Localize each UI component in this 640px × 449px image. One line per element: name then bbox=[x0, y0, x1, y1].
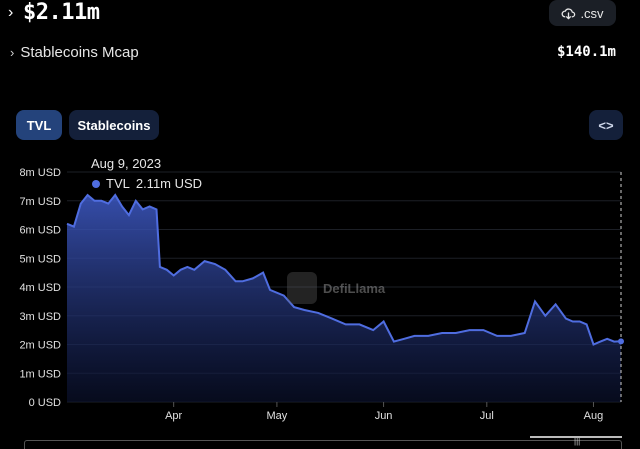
y-tick-label: 4m USD bbox=[19, 282, 61, 294]
tab-stablecoins[interactable]: Stablecoins bbox=[69, 110, 159, 140]
brush-grip-icon[interactable]: ||| bbox=[574, 437, 581, 446]
y-tick-label: 0 USD bbox=[29, 397, 61, 409]
tvl-chart[interactable]: 8m USD 7m USD 6m USD 5m USD 4m USD 3m USD 2m U… bbox=[0, 150, 640, 449]
x-tick-label: Aug bbox=[584, 410, 604, 422]
download-icon bbox=[561, 7, 576, 19]
y-tick-label: 1m USD bbox=[19, 368, 61, 380]
x-tick-label: Jun bbox=[375, 410, 393, 422]
tooltip-series-dot bbox=[92, 179, 100, 188]
tvl-chart-svg: 8m USD 7m USD 6m USD 5m USD 4m USD 3m USD 2m U… bbox=[19, 167, 624, 422]
x-tick-label: May bbox=[267, 410, 288, 422]
y-tick-label: 3m USD bbox=[19, 311, 61, 323]
chart-range-brush[interactable] bbox=[24, 440, 622, 449]
y-tick-label: 2m USD bbox=[19, 340, 61, 352]
collapse-chevron-icon[interactable]: › bbox=[8, 4, 14, 21]
y-tick-label: 6m USD bbox=[19, 225, 61, 237]
y-tick-label: 5m USD bbox=[19, 253, 61, 265]
stablecoins-mcap-value: $140.1m bbox=[556, 44, 616, 60]
x-tick-label: Jul bbox=[480, 410, 494, 422]
hover-point bbox=[618, 338, 624, 345]
download-csv-button[interactable]: .csv bbox=[549, 0, 616, 26]
tvl-total-value: $2.11m bbox=[23, 0, 100, 25]
y-tick-label: 7m USD bbox=[19, 196, 61, 208]
tvl-area bbox=[67, 195, 621, 402]
stablecoins-mcap-row[interactable]: › Stablecoins Mcap bbox=[10, 44, 139, 61]
code-icon: <> bbox=[598, 117, 614, 133]
csv-label: .csv bbox=[580, 5, 604, 21]
tab-tvl[interactable]: TVL bbox=[16, 110, 62, 140]
tooltip-series-row: TVL 2.11m USD bbox=[92, 176, 202, 191]
defillama-watermark: DefiLlama bbox=[287, 272, 385, 304]
embed-code-button[interactable]: <> bbox=[589, 110, 623, 140]
watermark-text: DefiLlama bbox=[323, 280, 386, 296]
x-tick-label: Apr bbox=[165, 410, 182, 422]
tooltip-date: Aug 9, 2023 bbox=[91, 156, 162, 171]
tooltip-series-name: TVL bbox=[106, 176, 130, 191]
tooltip-series-value: 2.11m USD bbox=[135, 176, 203, 191]
brush-selection-handle[interactable] bbox=[530, 436, 622, 449]
tvl-line bbox=[66, 193, 622, 346]
llama-logo-icon bbox=[287, 272, 317, 304]
y-tick-label: 8m USD bbox=[19, 167, 61, 179]
stablecoins-mcap-label: Stablecoins Mcap bbox=[20, 44, 139, 61]
expand-chevron-icon: › bbox=[10, 45, 15, 60]
